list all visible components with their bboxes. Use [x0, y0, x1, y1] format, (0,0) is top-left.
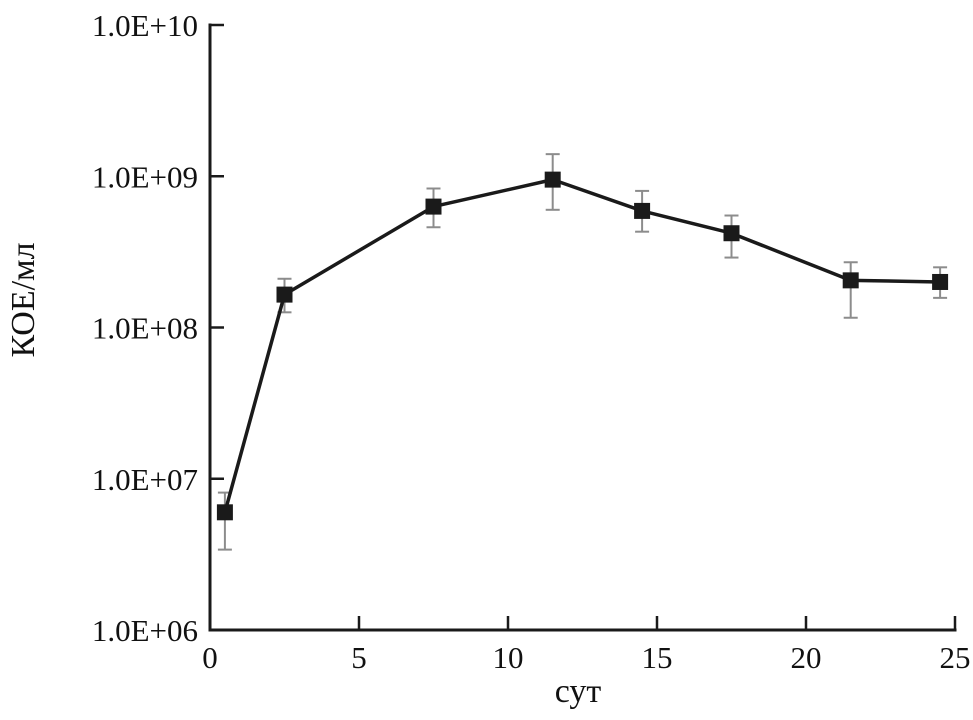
error-bars — [217, 153, 948, 551]
x-axis-ticks: 0 5 10 15 20 25 — [202, 616, 971, 675]
y-tick-label: 1.0E+09 — [92, 159, 198, 194]
x-tick-label: 15 — [642, 640, 673, 675]
y-tick-label: 1.0E+08 — [92, 311, 198, 346]
x-tick-label: 10 — [493, 640, 524, 675]
data-point-marker — [276, 286, 293, 303]
axes — [208, 23, 957, 632]
data-point-marker — [216, 504, 233, 521]
x-axis-title: сут — [555, 673, 602, 710]
x-tick-label: 0 — [202, 640, 218, 675]
x-tick-label: 20 — [791, 640, 822, 675]
data-point-markers — [216, 171, 949, 521]
data-point-marker — [842, 272, 859, 289]
y-axis-title: КОЕ/мл — [5, 242, 42, 357]
y-tick-label: 1.0E+06 — [92, 613, 198, 648]
y-tick-label: 1.0E+07 — [92, 462, 198, 497]
y-axis-ticks: 1.0E+06 1.0E+07 1.0E+08 1.0E+09 1.0E+10 — [92, 8, 224, 648]
y-tick-label: 1.0E+10 — [92, 8, 198, 43]
data-point-marker — [425, 198, 442, 215]
data-series-line-group — [223, 177, 942, 515]
data-point-marker — [544, 171, 561, 188]
data-point-marker — [932, 273, 949, 290]
x-tick-label: 25 — [940, 640, 971, 675]
growth-curve-line — [223, 177, 942, 515]
data-point-marker — [723, 225, 740, 242]
data-point-marker — [634, 202, 651, 219]
x-tick-label: 5 — [351, 640, 367, 675]
